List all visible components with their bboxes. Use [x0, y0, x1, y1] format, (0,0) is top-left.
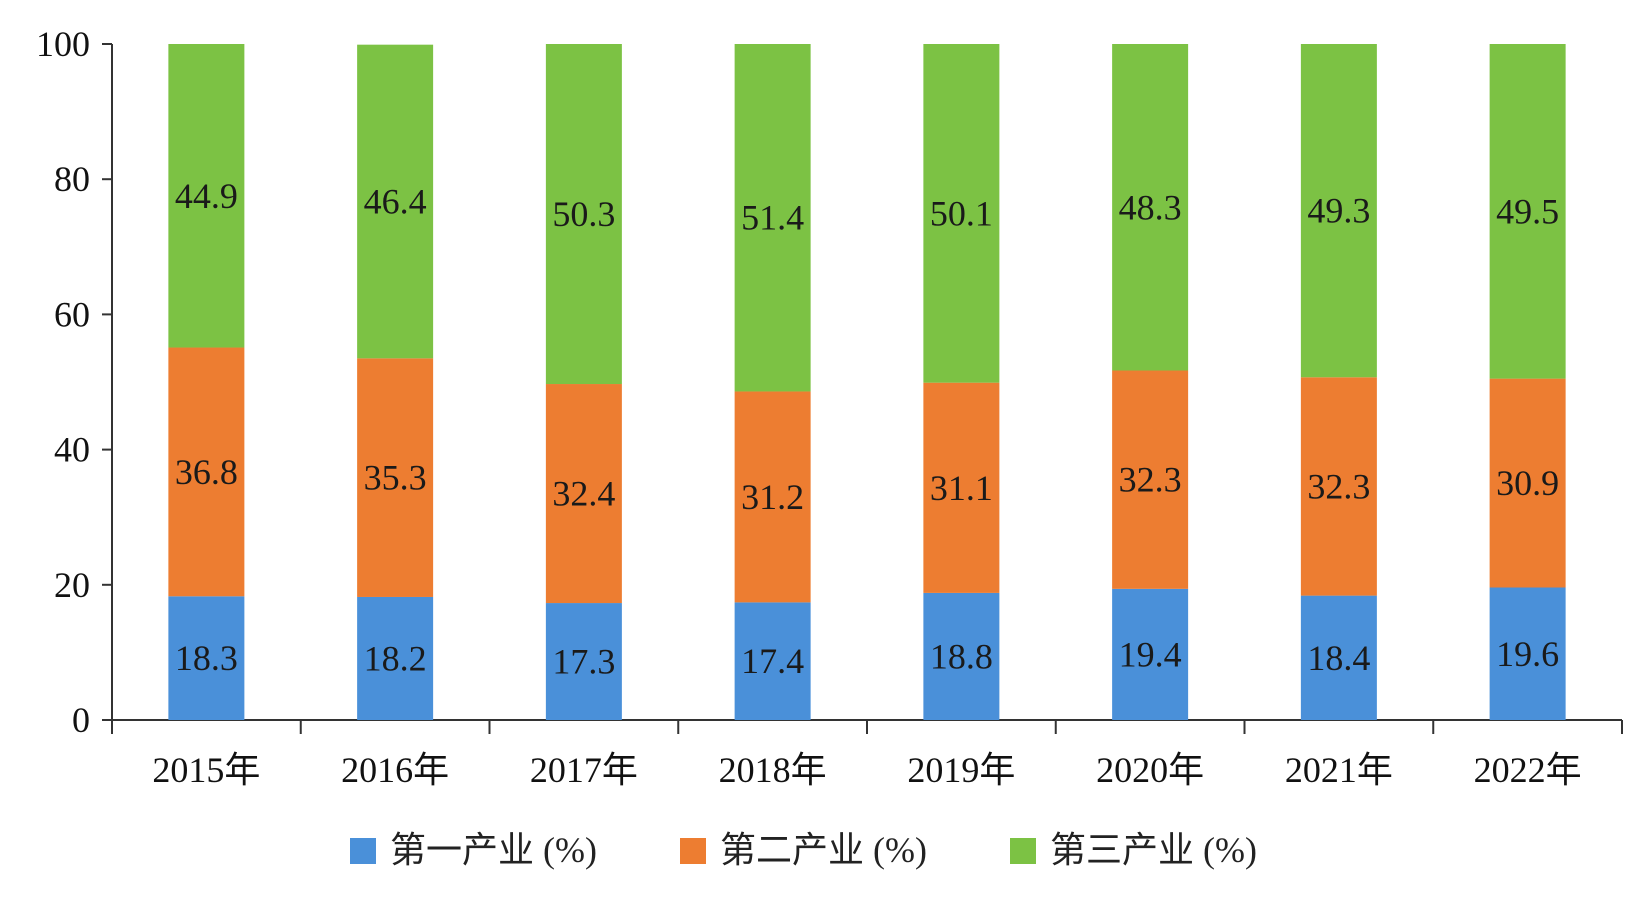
- x-tick-label: 2021年: [1285, 750, 1393, 790]
- data-label: 18.3: [175, 638, 238, 678]
- data-label: 32.3: [1119, 460, 1182, 500]
- data-label: 48.3: [1119, 187, 1182, 227]
- x-tick-label: 2015年: [152, 750, 260, 790]
- bar-segment: [357, 358, 434, 597]
- data-label: 35.3: [364, 458, 427, 498]
- bar-segment: [1112, 44, 1189, 371]
- bar-segment: [168, 596, 245, 720]
- legend-swatch: [1010, 838, 1036, 864]
- data-label: 31.2: [741, 477, 804, 517]
- y-tick-label: 100: [36, 24, 90, 64]
- data-label: 31.1: [930, 468, 993, 508]
- bar-segment: [1489, 44, 1566, 379]
- bar-segment: [734, 602, 811, 720]
- data-label: 51.4: [741, 198, 804, 238]
- legend: 第一产业 (%) 第二产业 (%) 第三产业 (%): [350, 830, 1257, 870]
- bars: [168, 44, 1566, 720]
- data-label: 18.8: [930, 636, 993, 676]
- bar-segment: [1300, 377, 1377, 596]
- bar-segment: [168, 44, 245, 348]
- data-label: 18.4: [1307, 638, 1370, 678]
- data-label: 32.4: [552, 474, 615, 514]
- x-tick-label: 2022年: [1474, 750, 1582, 790]
- bar-segment: [1300, 44, 1377, 378]
- x-tick-label: 2019年: [907, 750, 1015, 790]
- y-tick-label: 0: [72, 700, 90, 740]
- bar-segment: [545, 384, 622, 604]
- data-label: 50.3: [552, 194, 615, 234]
- y-tick-label: 20: [54, 565, 90, 605]
- y-tick-label: 80: [54, 159, 90, 199]
- data-label: 17.4: [741, 641, 804, 681]
- x-tick-label: 2016年: [341, 750, 449, 790]
- legend-label: 第三产业 (%): [1050, 830, 1257, 870]
- data-label: 49.5: [1496, 191, 1559, 231]
- bar-segment: [1112, 588, 1189, 720]
- data-label: 49.3: [1307, 191, 1370, 231]
- bar-segment: [1112, 370, 1189, 589]
- y-axis: 0 20 40 60 80 100: [36, 24, 113, 740]
- data-label: 18.2: [364, 638, 427, 678]
- x-axis: 2015年 2016年 2017年 2018年 2019年 2020年 2021年 2022年: [111, 719, 1623, 790]
- data-label: 44.9: [175, 176, 238, 216]
- data-label: 50.1: [930, 193, 993, 233]
- bar-segment: [923, 44, 1000, 383]
- legend-swatch: [680, 838, 706, 864]
- bar-segment: [923, 382, 1000, 593]
- bar-segment: [923, 592, 1000, 720]
- data-label: 36.8: [175, 452, 238, 492]
- bar-segment: [545, 44, 622, 385]
- data-label: 17.3: [552, 642, 615, 682]
- bar-segment: [545, 603, 622, 720]
- data-labels: 18.3 36.8 44.9 18.2 35.3 46.4 17.3 32.4 50.3 17.4…: [175, 176, 1559, 682]
- bar-segment: [1489, 378, 1566, 588]
- data-label: 30.9: [1496, 463, 1559, 503]
- legend-label: 第一产业 (%): [390, 830, 597, 870]
- x-tick-label: 2018年: [719, 750, 827, 790]
- data-label: 19.4: [1119, 634, 1182, 674]
- y-tick-label: 60: [54, 294, 90, 334]
- bar-segment: [357, 596, 434, 720]
- legend-swatch: [350, 838, 376, 864]
- data-label: 19.6: [1496, 634, 1559, 674]
- x-tick-label: 2020年: [1096, 750, 1204, 790]
- legend-label: 第二产业 (%): [720, 830, 927, 870]
- data-label: 46.4: [364, 182, 427, 222]
- bar-segment: [734, 391, 811, 603]
- data-label: 32.3: [1307, 466, 1370, 506]
- bar-segment: [357, 44, 434, 359]
- bar-segment: [1489, 587, 1566, 720]
- bar-segment: [168, 347, 245, 597]
- y-tick-label: 40: [54, 430, 90, 470]
- bar-segment: [734, 44, 811, 392]
- bar-segment: [1300, 595, 1377, 720]
- x-tick-label: 2017年: [530, 750, 638, 790]
